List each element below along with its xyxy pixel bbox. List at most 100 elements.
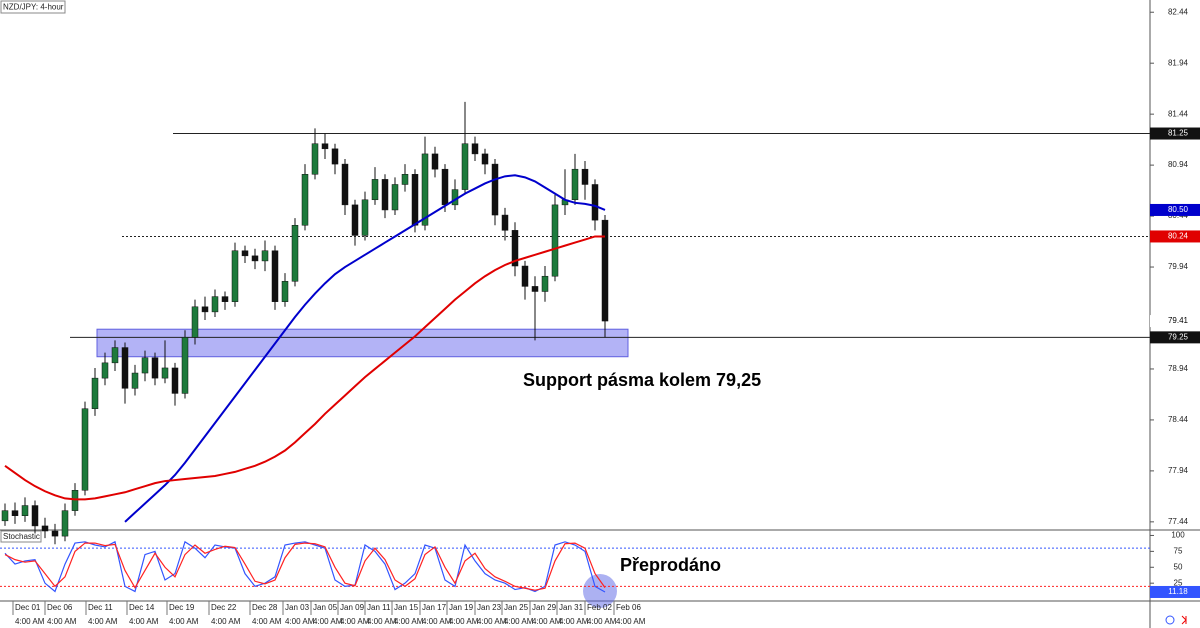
candle-body: [11, 510, 19, 516]
x-tick-time: 4:00 AM: [422, 617, 452, 626]
candle-body: [111, 347, 119, 364]
candle-body: [311, 143, 319, 175]
candle-body: [361, 199, 369, 236]
candle-body: [1, 510, 9, 522]
x-tick-time: 4:00 AM: [504, 617, 534, 626]
candle-body: [441, 168, 449, 206]
x-tick-label: Dec 11: [88, 603, 113, 612]
x-tick-label: Dec 28: [252, 603, 278, 612]
candle-body: [381, 179, 389, 211]
candle-body: [351, 204, 359, 236]
candle-body: [31, 505, 39, 527]
candle-body: [501, 214, 509, 231]
candle-body: [571, 168, 579, 201]
candle-body: [541, 275, 549, 292]
candle-body: [531, 286, 539, 292]
y-tick-label: 82.44: [1168, 7, 1189, 16]
x-tick-label: Jan 11: [367, 603, 391, 612]
x-tick-time: 4:00 AM: [394, 617, 424, 626]
candle-body: [551, 204, 559, 277]
price-tag-bg: [1150, 331, 1200, 344]
y-tick-label: 77.94: [1168, 466, 1189, 475]
x-tick-label: Jan 25: [504, 603, 529, 612]
candle-body: [141, 357, 149, 374]
y-tick-label: 77.44: [1168, 517, 1189, 526]
candle-body: [251, 255, 259, 262]
price-tag-bg: [1150, 315, 1200, 328]
candle-body: [101, 362, 109, 379]
candle-body: [391, 184, 399, 211]
x-tick-label: Jan 19: [449, 603, 474, 612]
y-tick-label: 78.94: [1168, 364, 1189, 373]
candle-body: [421, 153, 429, 226]
x-tick-time: 4:00 AM: [129, 617, 159, 626]
candle-body: [211, 296, 219, 313]
indicator-line: [4, 235, 605, 501]
candle-body: [71, 490, 79, 511]
x-tick-label: Jan 29: [532, 603, 557, 612]
x-tick-label: Jan 15: [394, 603, 419, 612]
stoch-tag: 11.18: [1168, 587, 1188, 596]
y-tick-label: 50: [1174, 562, 1183, 571]
candle-body: [51, 530, 59, 537]
y-tick-label: 79.94: [1168, 262, 1189, 271]
price-tag: 79.41: [1168, 316, 1189, 325]
title-box: [0, 530, 42, 543]
candle-body: [301, 174, 309, 226]
candle-body: [291, 225, 299, 282]
candle-body: [121, 347, 129, 389]
candle-body: [581, 168, 589, 185]
x-tick-time: 4:00 AM: [47, 617, 77, 626]
x-tick-time: 4:00 AM: [587, 617, 617, 626]
x-tick-time: 4:00 AM: [477, 617, 507, 626]
price-tag-bg: [1150, 203, 1200, 216]
annotation: Přeprodáno: [620, 555, 721, 575]
x-tick-label: Jan 31: [559, 603, 584, 612]
candle-body: [451, 189, 459, 206]
x-tick-label: Jan 03: [285, 603, 310, 612]
price-tag: 81.25: [1168, 129, 1189, 138]
highlight-circle: [583, 574, 617, 608]
candle-body: [331, 148, 339, 165]
x-tick-time: 4:00 AM: [616, 617, 646, 626]
x-tick-time: 4:00 AM: [367, 617, 397, 626]
candle-body: [321, 143, 329, 150]
candle-body: [41, 525, 49, 532]
candle-body: [171, 367, 179, 394]
candle-body: [201, 306, 209, 313]
candle-body: [411, 174, 419, 226]
candle-body: [511, 230, 519, 267]
candle-body: [371, 179, 379, 201]
price-tag-bg: [1150, 127, 1200, 140]
x-tick-time: 4:00 AM: [532, 617, 562, 626]
candle-body: [341, 163, 349, 206]
price-tag: 80.24: [1168, 232, 1189, 241]
candle-body: [271, 250, 279, 302]
support-zone: [96, 328, 629, 358]
indicator-line: [4, 542, 606, 591]
icon: [1181, 615, 1187, 625]
x-tick-time: 4:00 AM: [449, 617, 479, 626]
price-tag-bg: [1150, 230, 1200, 243]
candle-body: [261, 250, 269, 262]
x-tick-time: 4:00 AM: [211, 617, 241, 626]
candle-body: [431, 153, 439, 170]
candle-body: [81, 408, 89, 491]
x-tick-time: 4:00 AM: [252, 617, 282, 626]
y-tick-label: 75: [1174, 546, 1183, 555]
x-tick-time: 4:00 AM: [313, 617, 343, 626]
pane-title: Stochastic: [3, 532, 40, 541]
x-tick-label: Jan 05: [313, 603, 338, 612]
candle-body: [181, 337, 189, 394]
candle-body: [231, 250, 239, 302]
candle-body: [281, 281, 289, 302]
chart-title: NZD/JPY: 4-hour: [3, 3, 64, 12]
x-tick-label: Jan 23: [477, 603, 502, 612]
x-tick-label: Feb 06: [616, 603, 641, 612]
icon: [1165, 615, 1175, 625]
candle-body: [591, 184, 599, 221]
candle-body: [221, 296, 229, 302]
candle-body: [21, 505, 29, 516]
